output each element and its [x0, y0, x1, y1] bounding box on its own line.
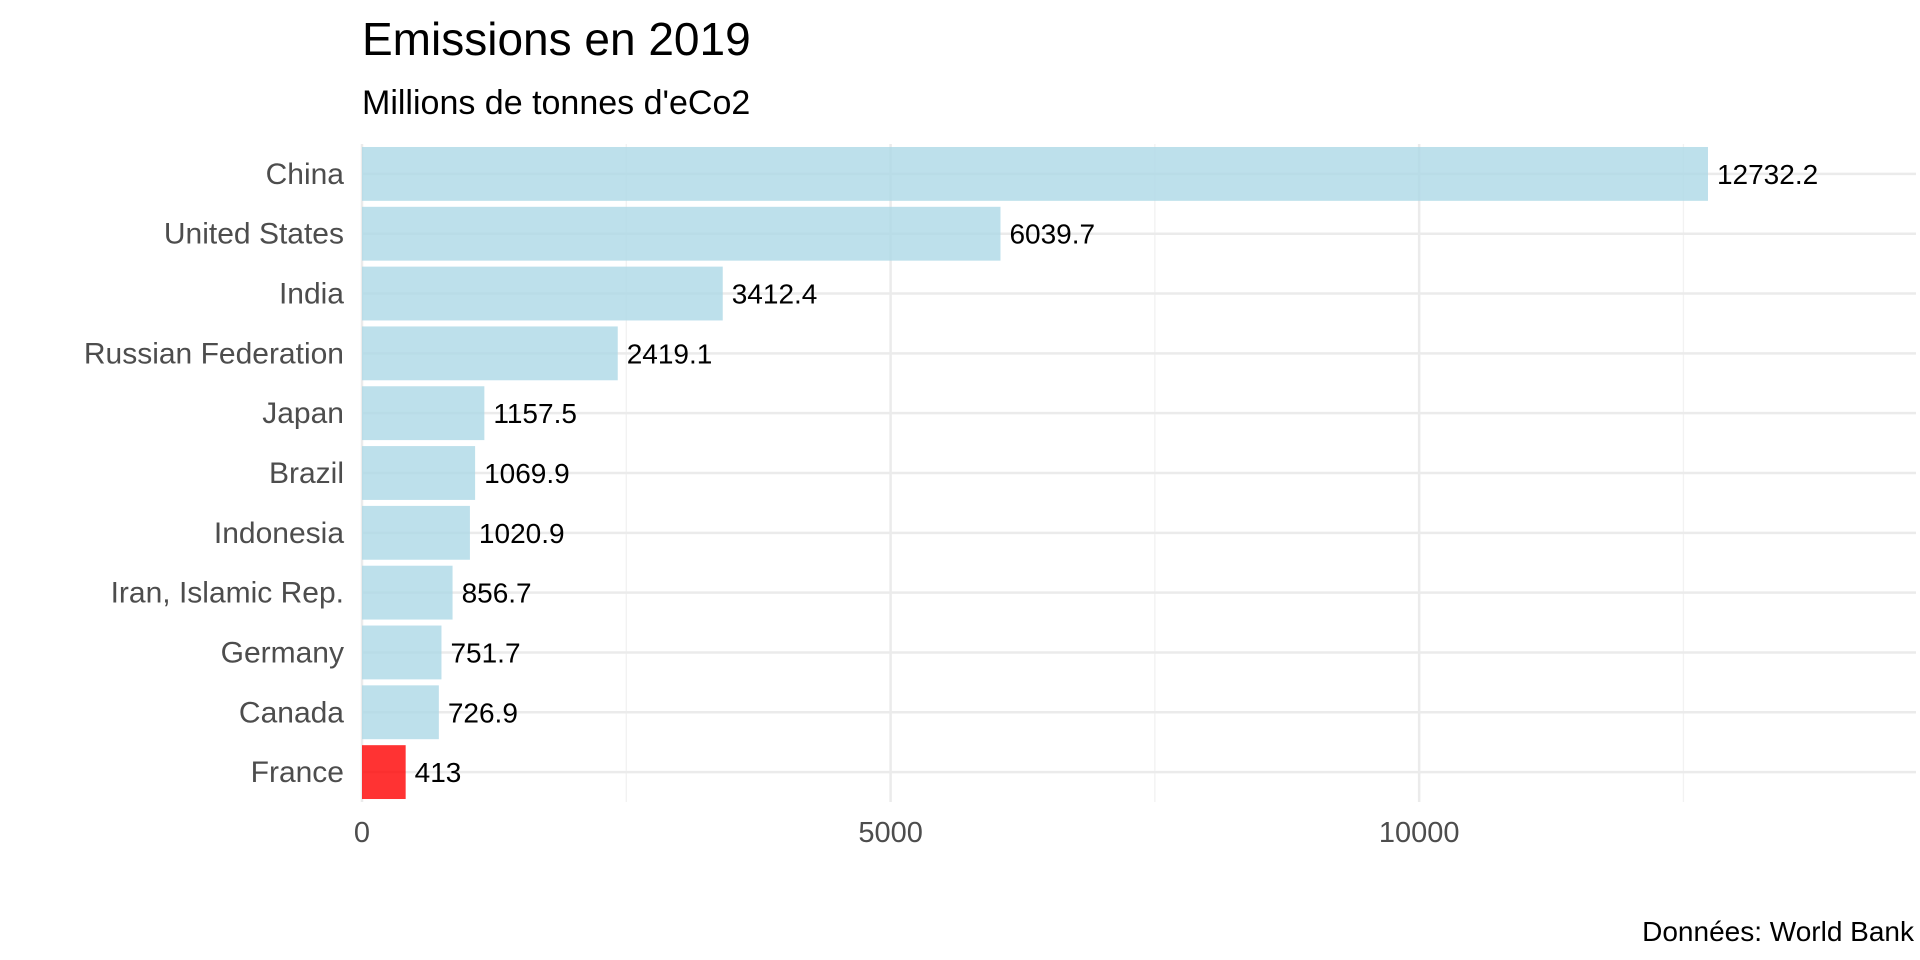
value-label-japan: 1157.5 [493, 398, 577, 429]
category-label-united-states: United States [164, 218, 344, 251]
value-label-canada: 726.9 [448, 697, 518, 728]
bar-japan [362, 386, 485, 441]
bar-iran-islamic-rep [362, 565, 453, 620]
x-axis: 0 5000 10000 [354, 817, 1460, 849]
bars [362, 146, 1708, 800]
chart-title: Emissions en 2019 [362, 13, 751, 65]
bar-united-states [362, 206, 1001, 261]
value-label-indonesia: 1020.9 [479, 518, 565, 549]
value-labels: 12732.2 6039.7 3412.4 2419.1 1157.5 1069.9 102… [415, 159, 1819, 788]
value-label-china: 12732.2 [1717, 159, 1818, 190]
category-label-iran-islamic-rep: Iran, Islamic Rep. [111, 577, 344, 610]
category-label-canada: Canada [239, 696, 344, 729]
value-label-iran-islamic-rep: 856.7 [462, 578, 532, 609]
category-label-russian-federation: Russian Federation [84, 337, 344, 370]
category-label-india: India [279, 278, 344, 311]
x-tick-label: 10000 [1379, 817, 1460, 849]
x-tick-label: 0 [354, 817, 370, 849]
bar-canada [362, 685, 439, 740]
category-labels: China United States India Russian Federatio… [84, 158, 344, 789]
x-tick-label: 5000 [858, 817, 923, 849]
chart-caption: Données: World Bank [1642, 916, 1915, 947]
chart-subtitle: Millions de tonnes d'eCo2 [362, 84, 750, 122]
bar-germany [362, 625, 442, 680]
value-label-germany: 751.7 [450, 637, 520, 668]
value-label-france: 413 [415, 757, 462, 788]
category-label-japan: Japan [262, 397, 344, 430]
category-label-indonesia: Indonesia [214, 517, 344, 550]
value-label-russian-federation: 2419.1 [627, 338, 713, 369]
value-label-india: 3412.4 [732, 279, 818, 310]
bar-india [362, 266, 723, 321]
bar-indonesia [362, 505, 470, 560]
value-label-brazil: 1069.9 [484, 458, 570, 489]
grid [360, 144, 1916, 802]
category-label-brazil: Brazil [269, 457, 344, 490]
category-label-france: France [251, 756, 344, 789]
value-label-united-states: 6039.7 [1009, 219, 1095, 250]
bar-russian-federation [362, 326, 618, 381]
category-label-china: China [266, 158, 345, 191]
bar-france [362, 745, 406, 800]
bar-brazil [362, 446, 476, 500]
bar-china [362, 146, 1708, 201]
category-label-germany: Germany [221, 636, 344, 669]
